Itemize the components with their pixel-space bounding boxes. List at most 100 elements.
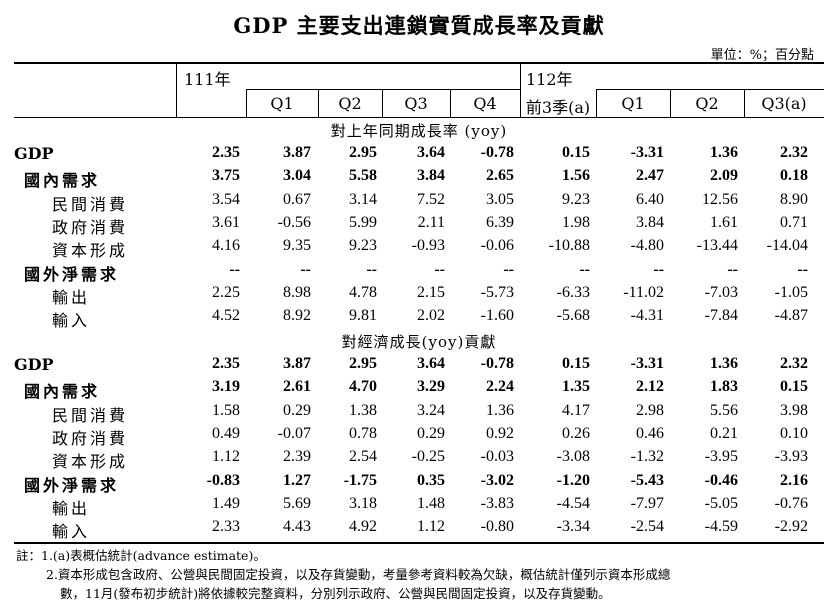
table-cell: 1.36 [486,401,514,419]
table-cell: 3.64 [417,355,445,372]
table-cell: 2.32 [780,144,808,161]
table-cell: -1.75 [343,471,377,489]
table-cell: -5.68 [556,307,590,325]
table-row: 國外淨需求 -- -- -- -- -- -- -- -- -- [0,259,838,284]
table-cell: 3.29 [417,378,445,396]
row-label: 國內需求 [24,171,101,191]
table-cell: 5.99 [349,213,377,231]
table-cell: -4.54 [556,494,590,512]
table-cell: -0.03 [480,448,514,466]
row-label: GDP [14,144,54,163]
table-cell: 1.12 [417,518,445,536]
table-cell: 3.14 [349,190,377,208]
table-row: 國外淨需求 -0.83 1.27 -1.75 0.35 -3.02 -1.20 -5.43 -0… [0,470,838,495]
table-cell: 3.87 [283,355,311,372]
footnote-3: 數，11月(發布初步統計)將依據較完整資料，分別列示政府、公營與民間固定投資，以… [60,586,611,601]
table-cell: 2.15 [417,283,445,301]
table-cell: 3.61 [212,213,240,231]
table-cell: 2.24 [486,378,514,396]
table-cell: -- [229,260,240,278]
table-cell: -7.97 [630,494,664,512]
page-title: GDP 主要支出連鎖實質成長率及貢獻 [233,13,605,38]
table-cell: -13.44 [696,237,738,255]
table-cell: 2.98 [636,401,664,419]
table-cell: 2.65 [486,167,514,185]
table-cell: 5.69 [283,494,311,512]
table-cell: 9.23 [349,237,377,255]
table-row: 輸入 2.33 4.43 4.92 1.12 -0.80 -3.34 -2.54 -4.59 -2… [0,516,838,542]
table-cell: -1.05 [774,283,808,301]
table-cell: -6.33 [556,283,590,301]
row-label: 輸出 [52,498,91,518]
table-cell: 1.27 [283,471,311,489]
table-cell: 2.95 [349,144,377,161]
table-cell: 8.98 [283,283,311,301]
table-cell: -11.02 [623,283,664,301]
table-cell: -3.31 [630,144,664,161]
table-cell: -0.06 [480,237,514,255]
table-cell: -0.46 [704,471,738,489]
table-cell: 6.39 [486,213,514,231]
table-cell: 1.61 [710,213,738,231]
col-divider-q1 [246,89,247,117]
table-cell: 0.78 [349,424,377,442]
row-label: 民間消費 [52,194,129,214]
table-cell: 9.81 [349,307,377,325]
table-cell: 0.29 [283,401,311,419]
table-cell: 1.12 [212,448,240,466]
table-cell: 1.56 [562,167,590,185]
table-cell: -10.88 [548,237,590,255]
table-cell: 3.04 [283,167,311,185]
table-cell: 2.25 [212,283,240,301]
table-cell: -5.43 [630,471,664,489]
table-cell: 5.56 [710,401,738,419]
table-cell: -3.08 [556,448,590,466]
table-cell: 0.49 [212,424,240,442]
table-row: 輸入 4.52 8.92 9.81 2.02 -1.60 -5.68 -4.31 -7.84 -4… [0,305,838,330]
header-q2: Q2 [338,94,362,113]
row-label: 政府消費 [52,217,129,237]
table-cell: -1.20 [556,471,590,489]
table-cell: 2.61 [283,378,311,396]
table-cell: 4.78 [349,283,377,301]
footnote-1: 註：1.(a)表概估統計(advance estimate)。 [16,548,266,563]
table-row: 輸出 1.49 5.69 3.18 1.48 -3.83 -4.54 -7.97 -5.05 -0… [0,493,838,518]
table-cell: -3.02 [480,471,514,489]
table-cell: -- [503,260,514,278]
table-cell: -- [434,260,445,278]
table-cell: 1.35 [562,378,590,396]
table-cell: 0.71 [780,213,808,231]
table-cell: 3.18 [349,494,377,512]
table-row: 資本形成 1.12 2.39 2.54 -0.25 -0.03 -3.08 -1.32 -3.9… [0,446,838,471]
row-label: 國外淨需求 [24,475,120,495]
col-divider-112q2 [670,89,671,117]
row-label: 輸入 [52,522,91,542]
table-cell: 4.17 [562,401,590,419]
table-cell: -0.07 [277,424,311,442]
table-cell: 3.64 [417,144,445,161]
table-cell: -0.93 [411,237,445,255]
table-cell: 3.84 [417,167,445,185]
table-cell: 2.35 [212,144,240,161]
table-cell: -7.03 [704,283,738,301]
table-cell: -3.83 [480,494,514,512]
header-q1: Q1 [270,94,294,113]
table-cell: 0.15 [562,144,590,161]
table-cell: 2.02 [417,307,445,325]
col-divider-q2 [318,89,319,117]
table-row: GDP 2.35 3.87 2.95 3.64 -0.78 0.15 -3.31 1.36 2.3… [0,353,838,376]
table-cell: -- [727,260,738,278]
table-cell: 3.87 [283,144,311,161]
table-cell: 0.15 [780,378,808,396]
table-cell: 0.92 [486,424,514,442]
table-cell: 4.52 [212,307,240,325]
section-title: 對經濟成長(yoy)貢獻 [341,333,497,351]
table-cell: -- [653,260,664,278]
table-cell: 2.32 [780,355,808,372]
table-cell: 2.33 [212,518,240,536]
unit-label: 單位：%；百分點 [710,48,814,63]
table-cell: -1.60 [480,307,514,325]
header-sub-border [246,89,520,90]
table-cell: -- [579,260,590,278]
col-divider-111 [176,62,177,117]
